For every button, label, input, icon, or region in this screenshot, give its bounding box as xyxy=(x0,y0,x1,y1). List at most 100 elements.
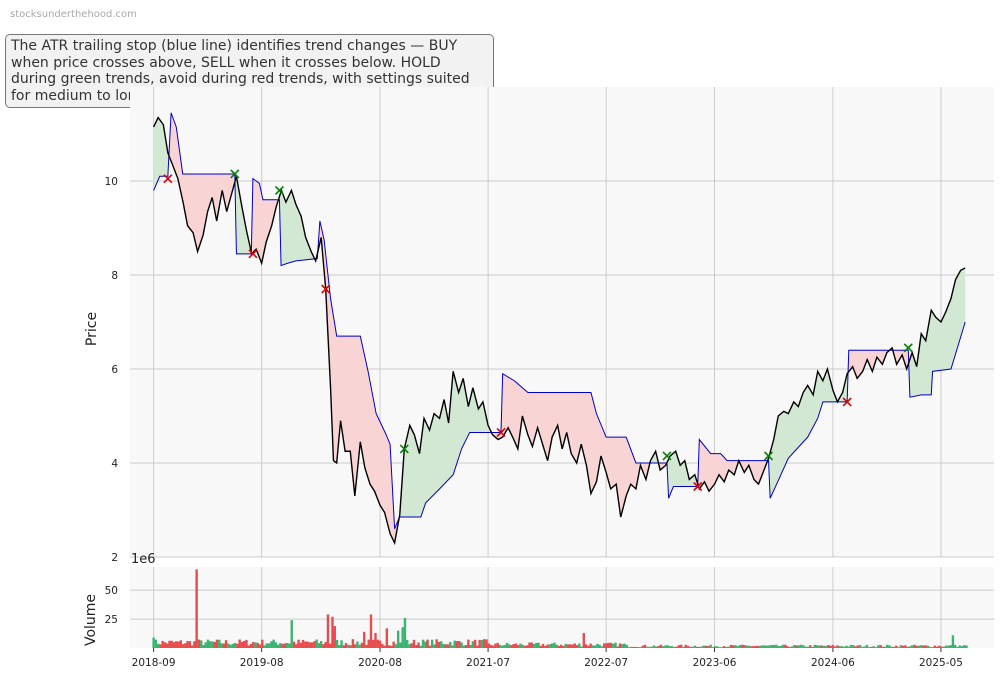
volume-bar xyxy=(424,641,427,648)
volume-bar xyxy=(353,644,357,648)
volume-bar xyxy=(213,641,216,648)
volume-bar xyxy=(784,644,787,648)
volume-bar xyxy=(544,646,547,648)
volume-bar xyxy=(274,642,278,648)
volume-bar xyxy=(947,645,950,648)
volume-bar xyxy=(399,642,402,648)
volume-bar xyxy=(684,644,687,648)
volume-bar xyxy=(270,641,273,648)
volume-bar xyxy=(940,646,943,648)
volume-bar xyxy=(233,642,237,648)
volume-bar xyxy=(392,641,395,648)
volume-bar xyxy=(659,644,663,648)
volume-bar xyxy=(571,644,574,648)
volume-bar xyxy=(745,645,749,648)
volume-bar xyxy=(872,646,875,648)
volume-bar xyxy=(209,641,212,648)
volume-bar xyxy=(673,647,676,648)
sell-signal-marker xyxy=(163,174,173,184)
volume-bar xyxy=(632,646,635,648)
volume-bar xyxy=(861,646,864,648)
volume-bar xyxy=(541,643,545,648)
volume-bar xyxy=(505,642,509,648)
volume-bar xyxy=(924,645,927,648)
volume-bar xyxy=(704,645,708,648)
volume-bar xyxy=(593,645,597,648)
volume-bar xyxy=(935,646,939,648)
volume-bar xyxy=(625,644,629,648)
volume-bar xyxy=(349,645,352,648)
volume-bar xyxy=(446,644,450,648)
volume-bar xyxy=(290,620,293,648)
volume-bar xyxy=(224,640,228,648)
buy-signal-marker xyxy=(274,185,285,195)
volume-bar xyxy=(267,643,271,648)
volume-bar xyxy=(512,644,515,648)
x-tick-label: 2025-05 xyxy=(919,657,963,669)
volume-bar xyxy=(655,646,658,648)
volume-bar xyxy=(485,639,488,648)
volume-bar xyxy=(385,628,389,648)
volume-bar xyxy=(394,644,398,648)
volume-bar xyxy=(256,642,259,648)
volume-bar xyxy=(242,640,246,648)
volume-bar xyxy=(190,645,194,648)
sell-signal-marker xyxy=(693,481,703,492)
volume-bar xyxy=(863,646,866,648)
volume-bar xyxy=(917,645,921,648)
volume-bar xyxy=(845,645,848,648)
volume-bar xyxy=(852,645,855,648)
volume-bar xyxy=(215,639,219,648)
volume-bar xyxy=(591,645,595,648)
volume-bar xyxy=(573,643,576,648)
volume-bar xyxy=(530,642,533,648)
volume-bar xyxy=(464,645,468,648)
volume-bar xyxy=(444,644,447,648)
volume-bar xyxy=(170,640,173,648)
volume-bar xyxy=(175,641,178,648)
volume-bar xyxy=(675,646,678,648)
volume-bar xyxy=(612,643,615,648)
volume-bar xyxy=(587,645,590,648)
volume-bar xyxy=(777,646,780,648)
volume-bar xyxy=(756,645,760,648)
buy-signal-marker xyxy=(903,343,913,353)
volume-bar xyxy=(657,646,660,648)
volume-bar xyxy=(562,645,565,648)
volume-bar xyxy=(526,645,529,648)
volume-bar xyxy=(396,630,400,648)
volume-bar xyxy=(335,639,339,648)
volume-bar xyxy=(356,641,359,648)
volume-bar xyxy=(177,641,180,648)
volume-bar xyxy=(559,644,563,648)
volume-bar xyxy=(532,643,536,648)
volume-bar xyxy=(218,639,221,648)
volume-bar xyxy=(804,646,807,648)
volume-bar xyxy=(720,647,724,648)
volume-bar xyxy=(732,645,735,648)
volume-bar xyxy=(193,641,196,648)
volume-bar xyxy=(815,645,819,648)
volume-bar xyxy=(245,639,248,648)
volume-bar xyxy=(716,646,719,648)
volume-bar xyxy=(492,645,495,648)
volume-bar xyxy=(623,643,626,648)
volume-bar xyxy=(426,639,429,648)
volume-bar xyxy=(933,645,937,648)
volume-bar xyxy=(614,642,617,648)
volume-bar xyxy=(338,645,341,648)
x-tick-label: 2020-08 xyxy=(358,657,402,669)
volume-bar xyxy=(326,614,330,648)
x-tick-label: 2021-07 xyxy=(466,657,510,669)
volume-bar xyxy=(738,645,742,648)
volume-bar xyxy=(430,639,434,648)
volume-bar xyxy=(584,644,588,648)
volume-bar xyxy=(709,644,712,648)
x-tick-label: 2019-08 xyxy=(240,657,284,669)
volume-bar xyxy=(433,644,436,648)
volume-bar xyxy=(886,644,889,648)
volume-bar xyxy=(636,646,640,648)
volume-bar xyxy=(824,646,828,648)
volume-bar xyxy=(421,639,425,648)
volume-bar xyxy=(811,646,814,648)
